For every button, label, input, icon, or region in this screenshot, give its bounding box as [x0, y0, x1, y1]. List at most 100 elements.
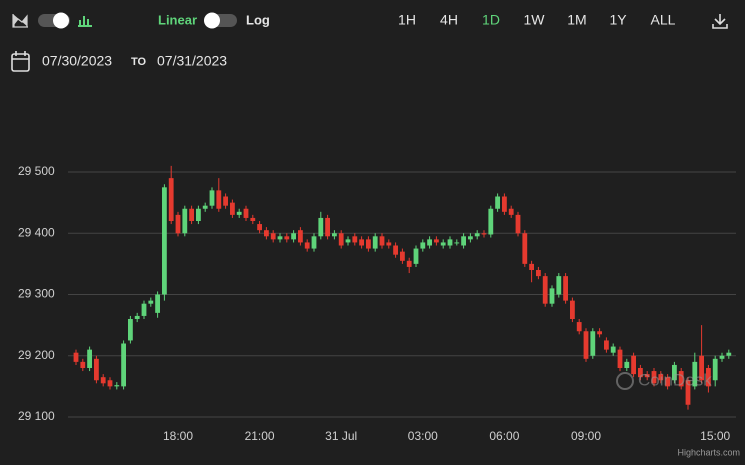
candle-body — [542, 276, 548, 304]
candle-body — [529, 263, 534, 270]
candle-body — [107, 380, 113, 387]
scale-toggle[interactable] — [204, 12, 237, 29]
candle-body — [284, 236, 290, 240]
y-tick-label: 29 300 — [18, 287, 55, 301]
candle-body — [515, 214, 521, 234]
candle-body — [474, 233, 480, 237]
x-tick-label: 15:00 — [700, 429, 730, 443]
candle-body — [298, 230, 303, 243]
candle-body — [366, 239, 371, 249]
candle-body — [114, 385, 120, 387]
candle-body — [583, 331, 589, 359]
credits[interactable]: Highcharts.com — [677, 447, 740, 457]
candle-body — [508, 208, 514, 215]
range-button[interactable]: 1Y — [609, 12, 627, 28]
candle-body — [304, 242, 310, 249]
candle-body — [522, 233, 528, 264]
candle-body — [148, 300, 154, 304]
download-icon[interactable] — [712, 14, 728, 29]
range-button[interactable]: 1H — [398, 12, 416, 28]
candle-body — [434, 239, 439, 243]
candle-body — [73, 352, 79, 362]
candle-body — [243, 208, 249, 218]
date-from[interactable]: 07/30/2023 — [42, 53, 112, 69]
candle-body — [712, 358, 718, 381]
candle-body — [570, 300, 575, 319]
y-tick-label: 29 400 — [18, 225, 55, 239]
candle-body — [427, 239, 432, 246]
candle-body — [726, 352, 732, 356]
range-button[interactable]: 4H — [440, 12, 458, 28]
chart-type-toggle[interactable] — [12, 12, 92, 29]
candle-body — [236, 211, 242, 215]
candle-body — [665, 377, 670, 387]
candle-body — [461, 236, 466, 246]
candle-body — [440, 242, 446, 246]
calendar-icon[interactable] — [11, 51, 30, 72]
candle-body — [420, 242, 426, 249]
candle-body — [447, 239, 453, 246]
toggle-knob — [204, 12, 220, 29]
candle-body — [576, 322, 582, 332]
x-tick-label: 06:00 — [489, 429, 519, 443]
candle-body — [318, 217, 324, 237]
candle-body — [332, 233, 337, 237]
candle-body — [196, 208, 201, 221]
candle-body — [692, 361, 698, 387]
candle-body — [672, 364, 677, 381]
range-button[interactable]: 1M — [567, 12, 586, 28]
candle-body — [325, 217, 330, 237]
candle-body — [685, 380, 691, 405]
y-tick-label: 29 200 — [18, 348, 55, 362]
candle-body — [610, 346, 616, 353]
x-tick-label: 09:00 — [571, 429, 601, 443]
candle-body — [155, 294, 160, 313]
candle-body — [658, 374, 664, 381]
candle-body — [556, 276, 562, 295]
watermark-logo — [616, 372, 634, 390]
candle-body — [549, 288, 555, 304]
candle-body — [80, 361, 86, 368]
log-label[interactable]: Log — [246, 12, 270, 27]
candle-body — [141, 303, 147, 316]
candle-body — [270, 233, 276, 240]
area-icon — [12, 14, 28, 28]
x-tick-label: 18:00 — [163, 429, 193, 443]
candle-body — [338, 233, 344, 246]
candle-body — [624, 361, 630, 368]
candle-body — [481, 233, 487, 235]
date-separator: TO — [131, 56, 147, 68]
candle-body — [372, 236, 378, 249]
x-tick-label: 21:00 — [245, 429, 275, 443]
candle-body — [678, 371, 684, 387]
candle-body — [617, 349, 623, 368]
candle-body — [257, 224, 262, 231]
x-tick-label: 03:00 — [408, 429, 438, 443]
candle-body — [277, 236, 283, 240]
candle-icon — [78, 16, 92, 27]
candle-body — [223, 196, 228, 206]
candle-body — [379, 236, 385, 246]
candle-body — [638, 368, 643, 378]
candle-body — [311, 236, 317, 249]
candle-body — [468, 236, 473, 240]
candle-body — [454, 242, 460, 244]
linear-label[interactable]: Linear — [158, 12, 197, 27]
range-button[interactable]: 1W — [524, 12, 546, 28]
candle-body — [345, 239, 351, 243]
candle-body — [202, 205, 208, 209]
candle-body — [393, 245, 398, 255]
candle-body — [359, 239, 364, 246]
range-button[interactable]: 1D — [482, 12, 500, 28]
candle-body — [536, 270, 541, 277]
candle-body — [604, 340, 609, 350]
range-button[interactable]: ALL — [651, 12, 676, 28]
date-to[interactable]: 07/31/2023 — [157, 53, 227, 69]
toggle-knob — [53, 12, 69, 29]
candle-body — [495, 196, 500, 209]
candle-body — [597, 331, 602, 335]
candle-body — [644, 374, 650, 378]
candle-body — [699, 355, 704, 381]
candle-body — [128, 319, 133, 341]
